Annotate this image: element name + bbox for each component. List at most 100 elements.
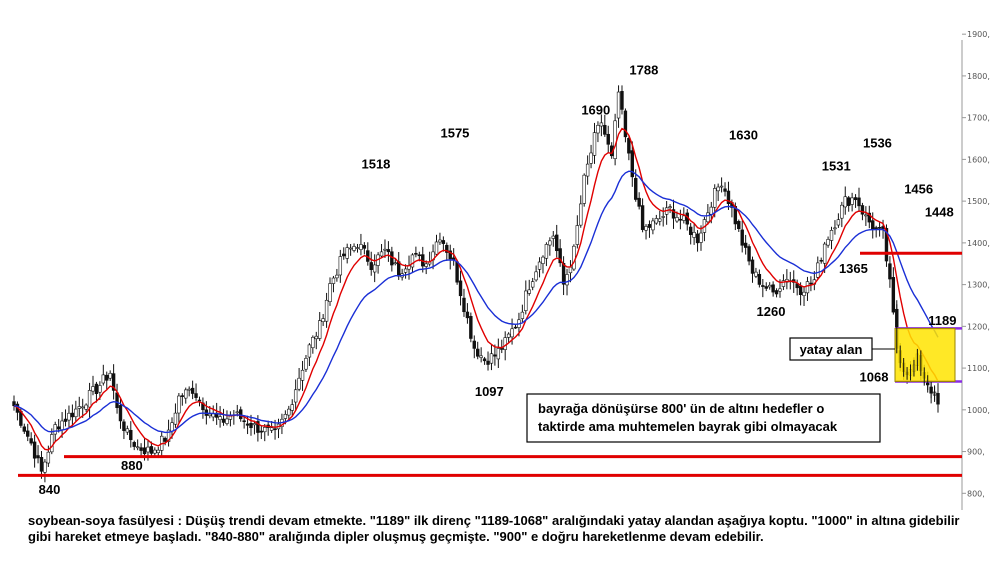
candle-body: [26, 430, 30, 437]
candle: [297, 367, 301, 392]
candle-body: [627, 138, 631, 154]
candle: [637, 192, 641, 210]
candle: [228, 411, 233, 427]
candle: [891, 267, 896, 315]
candle-body: [500, 348, 504, 350]
candle: [647, 220, 652, 238]
candle: [726, 181, 731, 210]
candle-body: [84, 404, 88, 410]
candle-body: [709, 206, 713, 215]
candle: [816, 256, 820, 280]
candle-body: [180, 395, 185, 397]
candle-body: [74, 408, 78, 418]
candle: [335, 268, 339, 282]
candle-body: [809, 282, 813, 285]
candle: [805, 276, 810, 301]
candle-body: [56, 426, 61, 430]
candle: [403, 264, 408, 279]
candle: [716, 183, 720, 202]
candle-body: [520, 311, 525, 319]
candle-body: [826, 239, 830, 246]
candle: [338, 249, 343, 283]
candle: [108, 370, 112, 381]
candle-body: [740, 229, 744, 246]
candle: [743, 234, 748, 255]
candle-body: [228, 415, 233, 420]
candle-body: [283, 414, 288, 419]
candle: [654, 214, 659, 225]
candle-body: [441, 240, 446, 244]
candle-body: [225, 418, 229, 424]
candle: [135, 439, 140, 451]
candle-body: [239, 409, 243, 420]
candle-body: [125, 428, 130, 433]
y-tick-label: 1600,: [967, 155, 990, 164]
candle-body: [819, 259, 823, 262]
candle-body: [318, 320, 322, 339]
candle-body: [348, 247, 353, 250]
candle-body: [654, 218, 659, 224]
note-line-2: taktirde ama muhtemelen bayrak gibi olma…: [538, 419, 838, 434]
candle: [572, 244, 576, 271]
candle-body: [582, 174, 586, 204]
candle: [493, 344, 497, 366]
y-tick-label: 1100,: [967, 364, 990, 373]
candle-body: [287, 408, 291, 416]
candle: [407, 255, 411, 280]
candle-body: [864, 214, 868, 217]
candle: [125, 425, 130, 436]
candle: [239, 406, 243, 422]
candle-body: [551, 235, 555, 239]
candle-body: [324, 299, 329, 322]
candle-body: [187, 388, 191, 391]
candle: [544, 242, 549, 267]
candle: [640, 198, 645, 233]
candle-body: [338, 256, 343, 276]
candle-body: [630, 150, 634, 178]
candle-body: [355, 247, 360, 249]
candle: [613, 113, 617, 166]
candle: [754, 267, 758, 279]
price-annotation-1690: 1690: [581, 102, 610, 117]
candle: [853, 194, 858, 208]
candle: [324, 292, 329, 328]
candle: [500, 339, 504, 354]
candle: [829, 226, 834, 250]
candle-body: [386, 249, 391, 253]
candle: [527, 279, 531, 296]
candle: [434, 234, 439, 257]
candle-body: [623, 110, 628, 138]
candle-body: [410, 254, 415, 268]
moving-average-line-1: [13, 127, 939, 451]
candle: [541, 255, 545, 274]
candle-body: [846, 197, 851, 206]
candle: [579, 195, 583, 228]
candle-body: [668, 206, 672, 209]
candle-body: [871, 220, 875, 230]
candle-body: [719, 185, 724, 188]
candle: [874, 225, 878, 238]
candle: [194, 383, 198, 401]
candle-body: [438, 239, 442, 243]
candle-body: [139, 447, 143, 451]
candle: [111, 364, 116, 400]
candle: [328, 277, 332, 306]
candle: [575, 215, 580, 249]
candle: [438, 232, 442, 245]
candle-body: [273, 428, 277, 431]
candle: [702, 216, 707, 242]
candle: [737, 219, 741, 232]
price-annotation-880: 880: [121, 458, 143, 473]
price-annotation-1575: 1575: [440, 125, 469, 140]
candle: [771, 281, 775, 297]
candle-body: [146, 446, 150, 453]
candle-body: [860, 205, 865, 215]
candle-body: [256, 421, 260, 433]
candle-body: [300, 369, 305, 381]
candle: [668, 204, 672, 214]
candle-body: [874, 227, 878, 230]
candle: [496, 338, 501, 369]
candle: [445, 242, 449, 261]
candle-body: [163, 437, 167, 442]
candle-body: [259, 430, 264, 433]
